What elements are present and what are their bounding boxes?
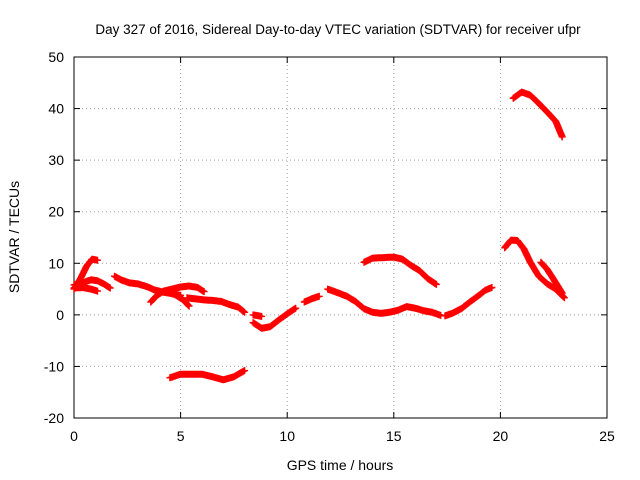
x-tick-label: 15 — [386, 428, 402, 444]
x-tick-label: 25 — [599, 428, 615, 444]
series-markers — [324, 285, 445, 319]
series-arc-14 — [441, 284, 496, 320]
x-axis-label: GPS time / hours — [287, 457, 394, 473]
series-arc-10 — [249, 311, 266, 320]
y-tick-label: 50 — [48, 49, 64, 65]
series-markers — [183, 294, 249, 316]
series-arc-8 — [166, 367, 249, 384]
y-tick-label: 10 — [48, 255, 64, 271]
y-tick-label: 40 — [48, 101, 64, 117]
y-tick-label: 0 — [56, 307, 64, 323]
series-markers — [162, 288, 193, 310]
series-markers — [249, 311, 266, 320]
x-tick-label: 5 — [177, 428, 185, 444]
series-markers — [537, 258, 566, 297]
series-arc-13 — [360, 253, 440, 288]
plot-frame — [73, 56, 608, 419]
series-markers — [441, 284, 496, 320]
y-axis-label: SDTVAR / TECUs — [6, 181, 22, 293]
data-series — [70, 88, 568, 384]
series-markers — [509, 88, 566, 141]
series-arc-11 — [300, 292, 323, 306]
series-arc-3 — [70, 284, 101, 295]
x-tick-label: 0 — [70, 428, 78, 444]
series-arc-12 — [324, 285, 445, 319]
series-arc-7 — [183, 294, 249, 316]
y-tick-label: 30 — [48, 152, 64, 168]
series-arc-17 — [509, 88, 566, 141]
y-tick-label: -20 — [44, 410, 64, 426]
series-arc-9 — [249, 304, 300, 332]
series-markers — [70, 284, 101, 295]
series-markers — [249, 304, 300, 332]
x-tick-label: 10 — [279, 428, 295, 444]
series-markers — [360, 253, 440, 288]
ticks: 0 5 10 15 20 25 -20 -10 0 10 20 30 40 50 — [44, 49, 615, 444]
series-arc-6 — [162, 288, 193, 310]
y-tick-label: -10 — [44, 358, 64, 374]
x-tick-label: 20 — [493, 428, 509, 444]
series-markers — [166, 367, 249, 384]
series-markers — [300, 292, 323, 306]
chart-title: Day 327 of 2016, Sidereal Day-to-day VTE… — [95, 22, 581, 37]
series-arc-16 — [537, 258, 566, 297]
grid — [74, 57, 607, 418]
y-tick-label: 20 — [48, 204, 64, 220]
